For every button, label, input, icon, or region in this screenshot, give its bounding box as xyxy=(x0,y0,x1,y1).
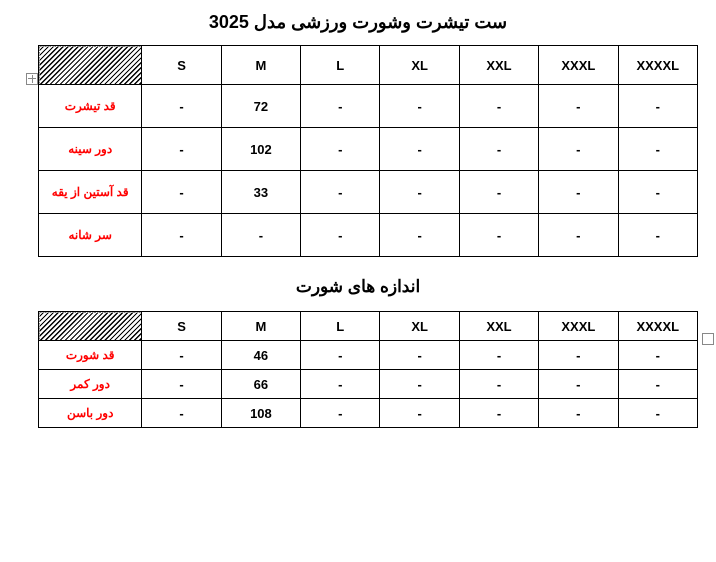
table-cell: - xyxy=(539,341,618,370)
table-cell: - xyxy=(301,85,380,128)
table-cell: - xyxy=(459,85,538,128)
table-cell: - xyxy=(380,341,459,370)
table-row: قد شورت - 46 - - - - - xyxy=(39,341,698,370)
table-cell: - xyxy=(301,399,380,428)
table-cell: - xyxy=(539,171,618,214)
table-cell: - xyxy=(301,171,380,214)
row-label: دور سینه xyxy=(39,128,142,171)
table-cell: - xyxy=(142,214,221,257)
table-cell: - xyxy=(539,128,618,171)
table-cell: - xyxy=(142,128,221,171)
table-cell: - xyxy=(301,128,380,171)
table-end-icon xyxy=(702,332,714,350)
size-header: XXXL xyxy=(539,312,618,341)
table-cell: - xyxy=(618,214,697,257)
table-row: سر شانه - - - - - - - xyxy=(39,214,698,257)
table-cell: - xyxy=(380,370,459,399)
table-anchor-icon xyxy=(26,70,38,88)
table-cell: - xyxy=(618,399,697,428)
header-hatched-cell xyxy=(39,46,142,85)
table-cell: - xyxy=(301,341,380,370)
table-cell: 72 xyxy=(221,85,300,128)
table-cell: - xyxy=(380,399,459,428)
table-cell: - xyxy=(618,171,697,214)
table-cell: - xyxy=(618,128,697,171)
table-header-row: S M L XL XXL XXXL XXXXL xyxy=(39,46,698,85)
size-header: XL xyxy=(380,312,459,341)
table-row: قد آستین از یقه - 33 - - - - - xyxy=(39,171,698,214)
table-cell: - xyxy=(142,370,221,399)
row-label: سر شانه xyxy=(39,214,142,257)
table-header-row: S M L XL XXL XXXL XXXXL xyxy=(39,312,698,341)
row-label: قد آستین از یقه xyxy=(39,171,142,214)
row-label: قد تیشرت xyxy=(39,85,142,128)
size-table-tshirt: S M L XL XXL XXXL XXXXL قد تیشرت - 72 - … xyxy=(38,45,698,257)
table-row: دور سینه - 102 - - - - - xyxy=(39,128,698,171)
table-cell: - xyxy=(221,214,300,257)
table-row: قد تیشرت - 72 - - - - - xyxy=(39,85,698,128)
table-cell: 33 xyxy=(221,171,300,214)
size-header: M xyxy=(221,46,300,85)
size-header: S xyxy=(142,46,221,85)
size-header: S xyxy=(142,312,221,341)
table-cell: - xyxy=(459,128,538,171)
table-cell: 66 xyxy=(221,370,300,399)
table-cell: - xyxy=(142,341,221,370)
table-row: دور باسن - 108 - - - - - xyxy=(39,399,698,428)
size-header: XXL xyxy=(459,312,538,341)
table-cell: 102 xyxy=(221,128,300,171)
table-cell: - xyxy=(142,399,221,428)
table-cell: - xyxy=(380,85,459,128)
page-title-1: ست تیشرت وشورت ورزشی مدل 3025 xyxy=(20,12,696,33)
table-cell: - xyxy=(142,171,221,214)
size-header: L xyxy=(301,312,380,341)
header-hatched-cell xyxy=(39,312,142,341)
table-cell: 46 xyxy=(221,341,300,370)
table-cell: - xyxy=(301,214,380,257)
table-cell: - xyxy=(618,370,697,399)
size-header: XXXL xyxy=(539,46,618,85)
table-cell: - xyxy=(618,341,697,370)
table-cell: - xyxy=(380,171,459,214)
table-cell: - xyxy=(380,128,459,171)
table-cell: - xyxy=(539,399,618,428)
table-cell: - xyxy=(459,399,538,428)
size-header: XXXXL xyxy=(618,312,697,341)
table-cell: - xyxy=(459,214,538,257)
table-cell: - xyxy=(539,214,618,257)
size-header: M xyxy=(221,312,300,341)
size-table-shorts: S M L XL XXL XXXL XXXXL قد شورت - 46 - -… xyxy=(38,311,698,428)
table-cell: - xyxy=(459,341,538,370)
size-header: XL xyxy=(380,46,459,85)
table-row: دور کمر - 66 - - - - - xyxy=(39,370,698,399)
size-header: L xyxy=(301,46,380,85)
table-cell: - xyxy=(539,85,618,128)
table-cell: - xyxy=(380,214,459,257)
row-label: دور کمر xyxy=(39,370,142,399)
row-label: دور باسن xyxy=(39,399,142,428)
size-header: XXXXL xyxy=(618,46,697,85)
table-cell: - xyxy=(142,85,221,128)
row-label: قد شورت xyxy=(39,341,142,370)
table-cell: - xyxy=(539,370,618,399)
table-cell: - xyxy=(459,370,538,399)
table-cell: 108 xyxy=(221,399,300,428)
page-title-2: اندازه های شورت xyxy=(20,277,696,297)
table-cell: - xyxy=(618,85,697,128)
table-cell: - xyxy=(459,171,538,214)
size-header: XXL xyxy=(459,46,538,85)
table-cell: - xyxy=(301,370,380,399)
